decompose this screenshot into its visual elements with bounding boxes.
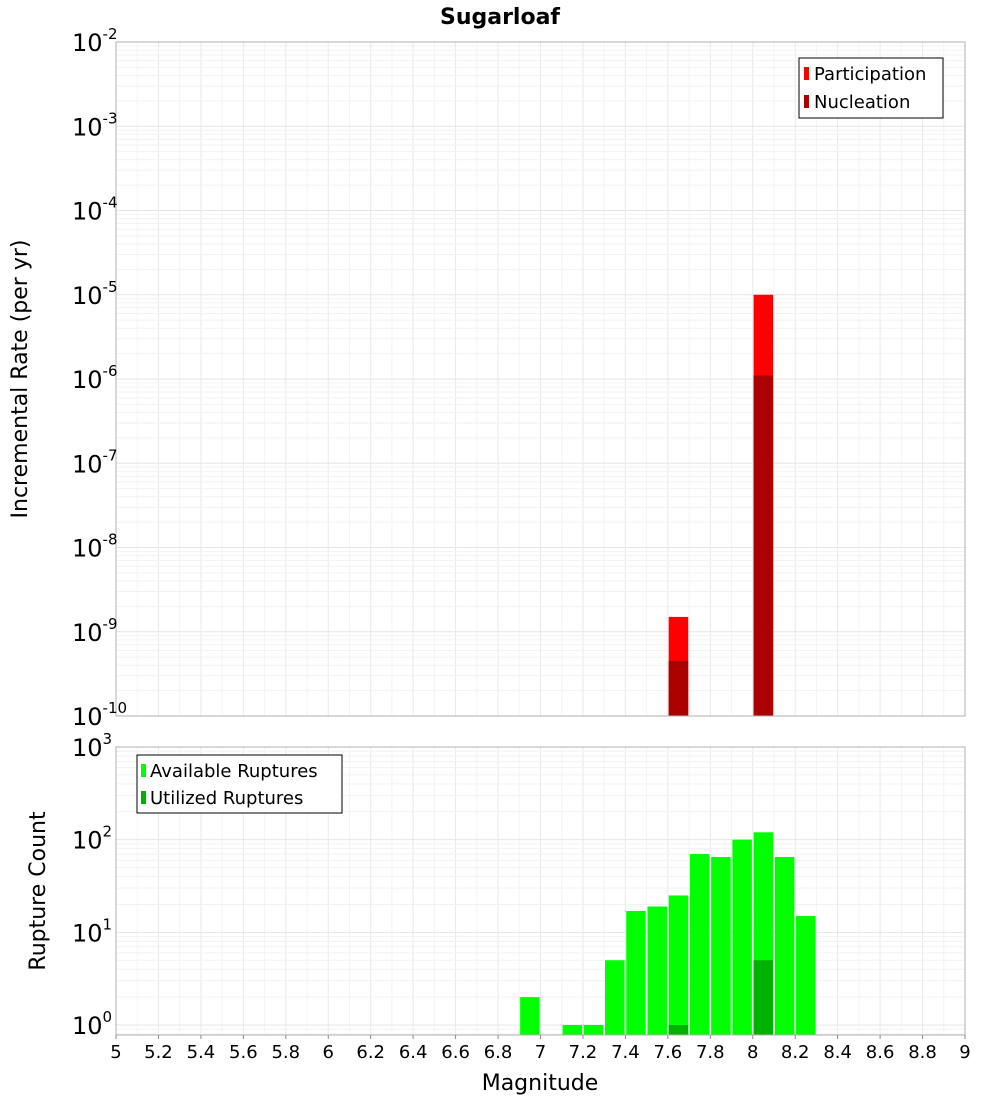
x-tick-label: 6.4: [399, 1042, 428, 1063]
bottom-y-axis-label: Rupture Count: [26, 811, 51, 971]
x-tick-label: 6: [323, 1042, 334, 1063]
x-tick-label: 6.6: [441, 1042, 470, 1063]
available-legend-label: Available Ruptures: [150, 761, 318, 782]
utilized-ruptures-bar: [668, 1025, 689, 1035]
utilized-legend-label: Utilized Ruptures: [150, 788, 303, 809]
x-tick-label: 5.4: [187, 1042, 216, 1063]
nucleation-legend-label: Nucleation: [814, 92, 910, 113]
top-y-tick-label: 10-10: [72, 699, 127, 731]
available-ruptures-bar: [732, 839, 752, 1035]
bottom-y-ticks: 103 102 101 100: [72, 730, 112, 1040]
x-tick-label: 7.8: [696, 1042, 725, 1063]
x-tick-label: 8: [747, 1042, 758, 1063]
x-tick-label: 8.2: [781, 1042, 810, 1063]
x-tick-label: 7.6: [654, 1042, 683, 1063]
available-swatch: [141, 764, 146, 777]
available-ruptures-bar: [689, 854, 710, 1035]
bottom-y-tick-label: 100: [72, 1008, 112, 1040]
bottom-legend: Available Ruptures Utilized Ruptures: [136, 754, 343, 814]
available-ruptures-bar: [647, 906, 668, 1035]
available-ruptures-bar: [626, 910, 646, 1035]
top-y-ticks: 10-2 10-3 10-4 10-5 10-6 10-7 10-8 10-9 10-10: [72, 25, 127, 731]
x-tick-label: 7: [535, 1042, 546, 1063]
bottom-legend-box: [136, 754, 343, 814]
top-y-tick-label: 10-8: [72, 531, 118, 563]
chart-title: Sugarloaf: [440, 5, 560, 30]
available-ruptures-bar: [774, 857, 795, 1035]
top-bars: [668, 294, 774, 716]
available-ruptures-bar: [796, 916, 816, 1035]
top-y-tick-label: 10-4: [72, 194, 118, 226]
x-tick-label: 6.2: [356, 1042, 385, 1063]
top-y-tick-label: 10-2: [72, 25, 118, 57]
x-tick-label: 5.8: [271, 1042, 300, 1063]
participation-swatch: [804, 67, 809, 80]
available-ruptures-bar: [605, 960, 625, 1035]
available-ruptures-bar: [562, 1025, 583, 1035]
top-y-tick-label: 10-5: [72, 278, 118, 310]
x-tick-label: 5: [110, 1042, 121, 1063]
x-tick-label: 8.4: [823, 1042, 852, 1063]
x-tick-label: 8.6: [866, 1042, 895, 1063]
utilized-ruptures-bar: [753, 960, 774, 1035]
top-y-tick-label: 10-7: [72, 446, 118, 478]
bottom-y-tick-label: 102: [72, 823, 112, 855]
nucleation-bar: [668, 660, 689, 716]
top-legend: Participation Nucleation: [798, 57, 944, 119]
participation-legend-label: Participation: [814, 64, 926, 85]
x-tick-label: 8.8: [908, 1042, 937, 1063]
utilized-swatch: [141, 791, 146, 804]
available-ruptures-bar: [711, 857, 731, 1035]
x-tick-label: 9: [959, 1042, 970, 1063]
bottom-panel: 103 102 101 100 Rupture Count Available Rup…: [26, 730, 966, 1040]
x-axis-label: Magnitude: [482, 1071, 599, 1096]
top-y-tick-label: 10-9: [72, 615, 118, 647]
nucleation-bar: [753, 375, 774, 716]
x-tick-label: 6.8: [484, 1042, 513, 1063]
nucleation-swatch: [804, 95, 809, 108]
x-tick-label: 5.2: [144, 1042, 173, 1063]
bottom-bars: [520, 832, 816, 1035]
available-ruptures-bar: [668, 895, 689, 1035]
x-tick-label: 5.6: [229, 1042, 258, 1063]
bottom-y-tick-label: 101: [72, 915, 112, 947]
top-legend-box: [798, 57, 944, 119]
x-tick-label: 7.4: [611, 1042, 640, 1063]
available-ruptures-bar: [520, 997, 540, 1035]
top-y-axis-label: Incremental Rate (per yr): [8, 240, 33, 519]
top-gridlines: [115, 42, 966, 717]
top-panel: 10-2 10-3 10-4 10-5 10-6 10-7 10-8 10-9 10-10 In…: [8, 25, 966, 731]
top-plot-frame: [115, 41, 966, 717]
top-y-tick-label: 10-6: [72, 362, 118, 394]
available-ruptures-bar: [583, 1025, 604, 1035]
bottom-y-tick-label: 103: [72, 730, 112, 762]
x-tick-labels: 5 5.2 5.4 5.6 5.8 6 6.2 6.4 6.6 6.8 7 7.2 7.4 7.6 7.8 8…: [110, 1035, 971, 1063]
top-y-tick-label: 10-3: [72, 109, 118, 141]
x-tick-label: 7.2: [569, 1042, 598, 1063]
